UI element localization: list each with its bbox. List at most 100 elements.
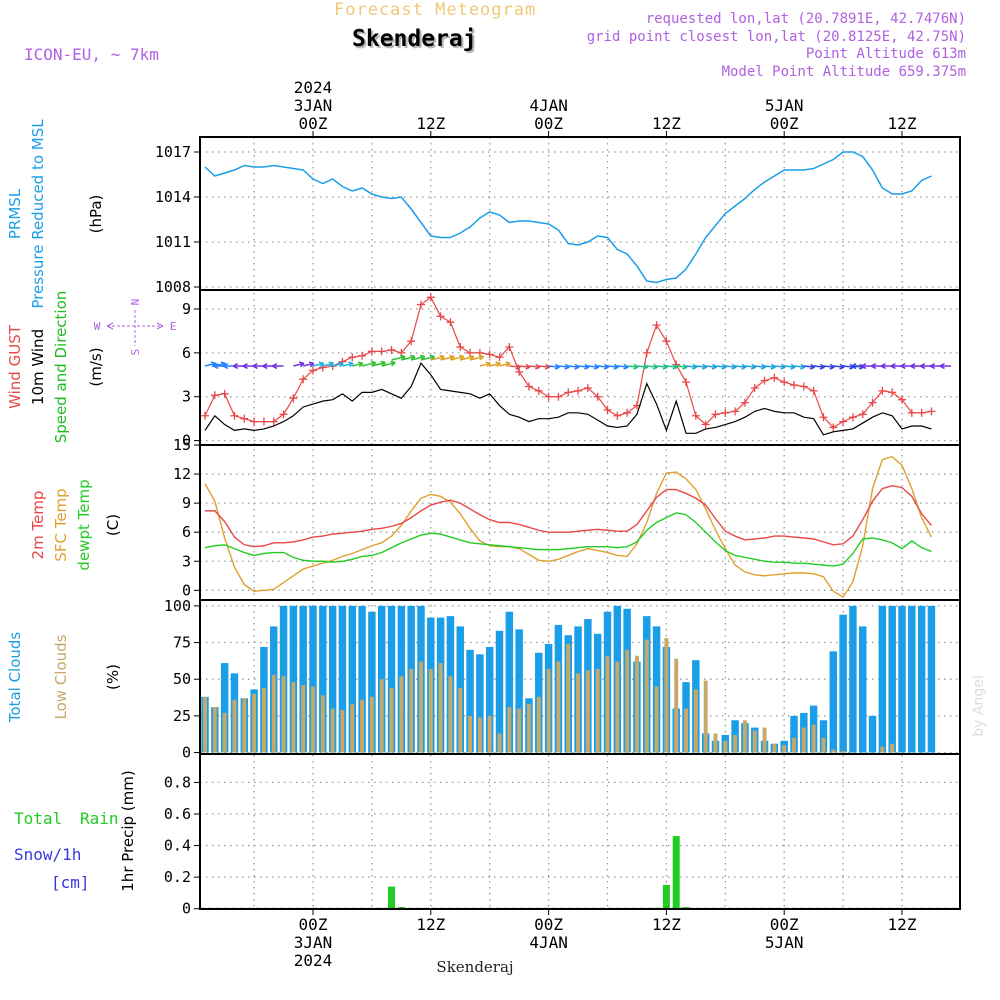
low-clouds-bar xyxy=(428,668,433,753)
wind-arrow-head xyxy=(338,361,344,368)
wind-direction-arrow xyxy=(666,365,678,368)
low-clouds-bar xyxy=(605,655,610,753)
gust-point xyxy=(515,367,524,376)
gust-point xyxy=(574,386,583,395)
gust-point xyxy=(780,378,789,387)
gust-point xyxy=(711,410,720,419)
gust-point xyxy=(544,392,553,401)
y-tick-label: 100 xyxy=(164,597,191,615)
low-clouds-bar xyxy=(311,686,315,753)
bottom-time-label: 12Z xyxy=(416,915,445,934)
total-clouds-bar xyxy=(319,605,327,753)
y-tick-label: 1011 xyxy=(155,233,191,251)
low-clouds-bar xyxy=(625,649,630,753)
wind-direction-arrow xyxy=(725,365,737,368)
low-clouds-bar xyxy=(232,699,237,753)
gust-point xyxy=(426,293,435,302)
rain-bar xyxy=(682,907,690,909)
wind-direction-arrow xyxy=(410,355,425,361)
wind-direction-arrow xyxy=(636,365,648,368)
wind-direction-arrow xyxy=(646,365,658,368)
wind-direction-arrow xyxy=(735,365,747,368)
total-clouds-bar xyxy=(466,649,474,753)
clouds-unit-label: (%) xyxy=(104,664,122,690)
low-clouds-bar xyxy=(477,717,482,753)
gust-point xyxy=(446,318,455,327)
low-clouds-bar xyxy=(212,707,217,753)
model-label: ICON-EU, ~ 7km xyxy=(24,45,159,64)
wind-direction-arrow xyxy=(381,361,396,367)
low-clouds-bar xyxy=(330,708,335,753)
low-clouds-bar xyxy=(419,661,423,753)
wind-direction-arrow xyxy=(803,365,815,368)
total-clouds-bar xyxy=(515,629,523,753)
top-time-label: 12Z xyxy=(888,114,917,133)
gust-point xyxy=(289,394,298,403)
y-tick-label: 0 xyxy=(182,744,191,762)
dewpoint-line xyxy=(204,512,932,567)
gust-point xyxy=(210,391,219,400)
low-clouds-bar xyxy=(203,696,207,753)
gust-point xyxy=(868,398,877,407)
low-clouds-bar xyxy=(242,698,247,753)
gust-point xyxy=(898,395,906,404)
gust-point xyxy=(230,411,239,420)
wind-direction-arrow xyxy=(656,365,668,368)
wind-arrow-head xyxy=(851,362,857,370)
wind-speed-line xyxy=(204,361,932,436)
pressure-unit-label: (hPa) xyxy=(87,195,105,234)
compass-cross xyxy=(107,310,163,346)
total-clouds-bar xyxy=(387,605,396,753)
wind-arrow-head xyxy=(910,362,916,370)
total-clouds-bar xyxy=(377,605,386,753)
y-tick-label: 0 xyxy=(182,900,191,918)
point-altitude: Point Altitude 613m xyxy=(805,46,966,62)
wind-direction-arrow xyxy=(813,365,825,368)
low-clouds-bar xyxy=(399,676,404,753)
wind-direction-arrow xyxy=(312,362,324,367)
wind-direction-arrow xyxy=(450,355,465,361)
wind-direction-arrow xyxy=(754,365,766,368)
wind-direction-arrow xyxy=(322,362,334,367)
low-clouds-bar xyxy=(752,730,757,753)
gust-point xyxy=(721,408,730,417)
wind-direction-arrow xyxy=(302,362,315,367)
compass-arrowheads xyxy=(106,322,164,330)
gust-point xyxy=(485,350,494,359)
wind-arrow-head xyxy=(478,354,485,361)
low-clouds-label: Low Clouds xyxy=(52,634,70,719)
bottom-time-label: 00Z xyxy=(534,915,563,934)
wind-arrow-head xyxy=(262,362,268,370)
total-clouds-bar xyxy=(839,614,847,753)
low-clouds-bar xyxy=(536,696,541,753)
y-tick-label: 0 xyxy=(182,581,191,599)
total-clouds-bar xyxy=(505,611,514,753)
total-clouds-bar xyxy=(368,611,376,753)
y-tick-label: 12 xyxy=(173,465,191,483)
wind-direction-arrow xyxy=(764,365,776,368)
gust-point xyxy=(799,382,808,391)
gust-point xyxy=(750,383,759,392)
bottom-time-label: 12Z xyxy=(652,915,681,934)
wind-arrow-head xyxy=(485,361,492,368)
low-clouds-bar xyxy=(742,720,747,753)
gust-point xyxy=(583,383,592,392)
wind-arrow-head xyxy=(900,362,906,370)
low-clouds-bar xyxy=(634,655,639,753)
low-clouds-bar xyxy=(880,746,885,753)
requested-coordinates: requested lon,lat (20.7891E, 42.7476N) xyxy=(645,11,966,27)
pressure-label-prmsl: PRMSL xyxy=(6,188,24,239)
total-clouds-bar xyxy=(289,605,298,753)
y-tick-label: 6 xyxy=(182,344,191,362)
y-tick-label: 6 xyxy=(182,523,191,541)
y-tick-label: 0.8 xyxy=(164,773,191,791)
gust-point xyxy=(309,366,317,375)
wind-arrow-head xyxy=(390,360,396,367)
wind-direction-arrow xyxy=(401,355,416,361)
top-time-label: 12Z xyxy=(416,114,445,133)
gust-line xyxy=(204,296,932,429)
wind-direction-arrow xyxy=(833,365,845,368)
wind-direction-arrow xyxy=(793,365,806,368)
wind-arrow-head xyxy=(308,361,315,368)
precip-snow-label: Snow/1h xyxy=(14,845,81,864)
